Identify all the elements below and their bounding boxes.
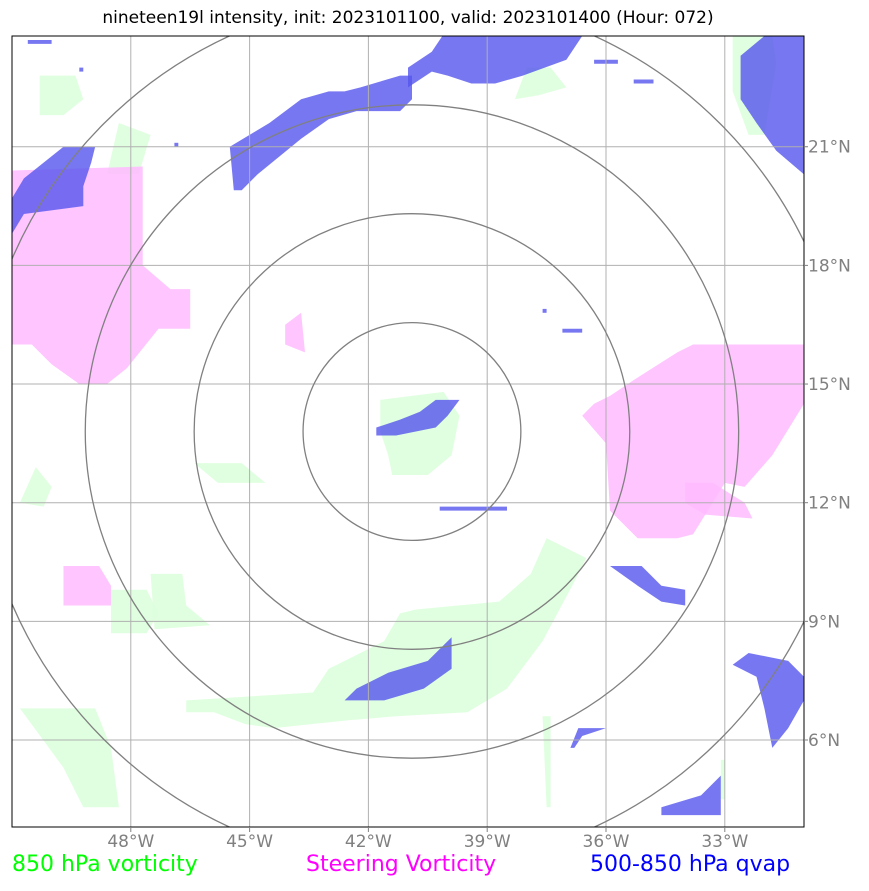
steering-vorticity-contour xyxy=(63,566,111,606)
qvap-contour xyxy=(439,506,507,511)
lon-tick-label: 42°W xyxy=(345,832,392,852)
vorticity-850-contour xyxy=(111,589,159,634)
vorticity-850-contour xyxy=(39,75,84,116)
vorticity-850-contour xyxy=(720,759,725,800)
qvap-contour xyxy=(27,40,52,44)
range-rings xyxy=(12,36,804,827)
range-ring xyxy=(302,321,522,542)
vorticity-850-contour xyxy=(194,463,266,483)
qvap-contour xyxy=(79,67,84,72)
steering-vorticity-contour xyxy=(12,166,191,384)
qvap-contour xyxy=(376,399,460,436)
graticule xyxy=(12,36,804,827)
lon-tick-label: 33°W xyxy=(701,832,748,852)
vorticity-850-contour xyxy=(150,573,210,630)
qvap-contour xyxy=(408,36,583,88)
lat-tick-label: 21°N xyxy=(808,138,851,158)
vorticity-850-contour xyxy=(107,123,151,175)
field-layers xyxy=(12,36,804,816)
lon-tick-label: 45°W xyxy=(226,832,273,852)
vorticity-850-contour xyxy=(514,67,567,100)
range-ring xyxy=(193,213,631,650)
axis-ticks: 48°W 45°W 42°W 39°W 36°W 33°W 21°N 18°N 15°N 12°N… xyxy=(107,138,851,852)
steering-layer xyxy=(12,166,804,606)
qvap-contour xyxy=(12,146,96,234)
steering-vorticity-contour xyxy=(685,482,753,519)
qvap-contour xyxy=(661,775,721,816)
qvap-contour xyxy=(229,75,412,191)
legend-qvap: 500-850 hPa qvap xyxy=(590,852,791,877)
qvap-contour xyxy=(633,79,654,84)
qvap-contour xyxy=(570,728,606,748)
vorticity-850-contour xyxy=(19,467,52,507)
qvap-contour xyxy=(562,328,583,333)
lat-tick-label: 12°N xyxy=(808,494,851,514)
vorticity-850-contour xyxy=(19,708,119,808)
lon-tick-label: 48°W xyxy=(107,832,154,852)
lon-tick-label: 36°W xyxy=(583,832,630,852)
legend-850-vorticity: 850 hPa vorticity xyxy=(12,852,198,877)
qvap-contour xyxy=(732,653,804,748)
qvap-contour xyxy=(610,566,686,606)
map-title: nineteen19l intensity, init: 2023101100,… xyxy=(102,8,714,28)
qvap-contour xyxy=(174,142,179,147)
range-ring xyxy=(84,104,740,759)
steering-vorticity-contour xyxy=(582,344,804,539)
lat-tick-label: 15°N xyxy=(808,375,851,395)
qvap-contour xyxy=(542,308,547,313)
lat-tick-label: 18°N xyxy=(808,256,851,276)
legend-steering-vorticity: Steering Vorticity xyxy=(306,852,497,877)
qvap-contour xyxy=(740,36,804,175)
qvap-contour xyxy=(344,637,452,701)
vorticity-850-contour xyxy=(186,538,587,729)
lat-tick-label: 9°N xyxy=(808,612,840,632)
steering-vorticity-contour xyxy=(285,312,305,353)
lat-tick-label: 6°N xyxy=(808,731,840,751)
qvap-layer xyxy=(12,36,804,816)
map-frame xyxy=(11,35,805,828)
lon-tick-label: 39°W xyxy=(464,832,511,852)
vorticity-850-contour xyxy=(542,716,551,808)
